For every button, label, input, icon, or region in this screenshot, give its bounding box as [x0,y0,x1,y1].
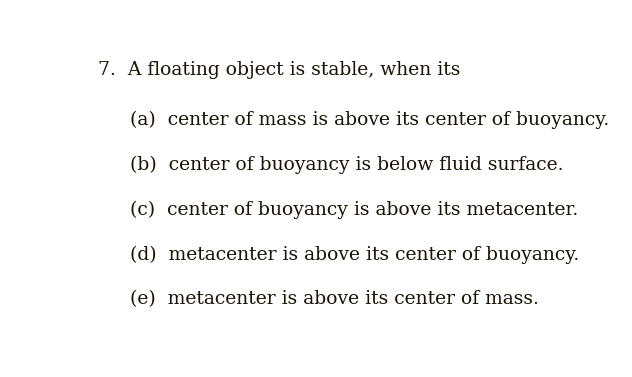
Text: (a)  center of mass is above its center of buoyancy.: (a) center of mass is above its center o… [130,110,610,129]
Text: 7.  A floating object is stable, when its: 7. A floating object is stable, when its [97,61,460,79]
Text: (d)  metacenter is above its center of buoyancy.: (d) metacenter is above its center of bu… [130,245,580,264]
Text: (e)  metacenter is above its center of mass.: (e) metacenter is above its center of ma… [130,291,539,308]
Text: (b)  center of buoyancy is below fluid surface.: (b) center of buoyancy is below fluid su… [130,156,564,174]
Text: (c)  center of buoyancy is above its metacenter.: (c) center of buoyancy is above its meta… [130,201,579,219]
